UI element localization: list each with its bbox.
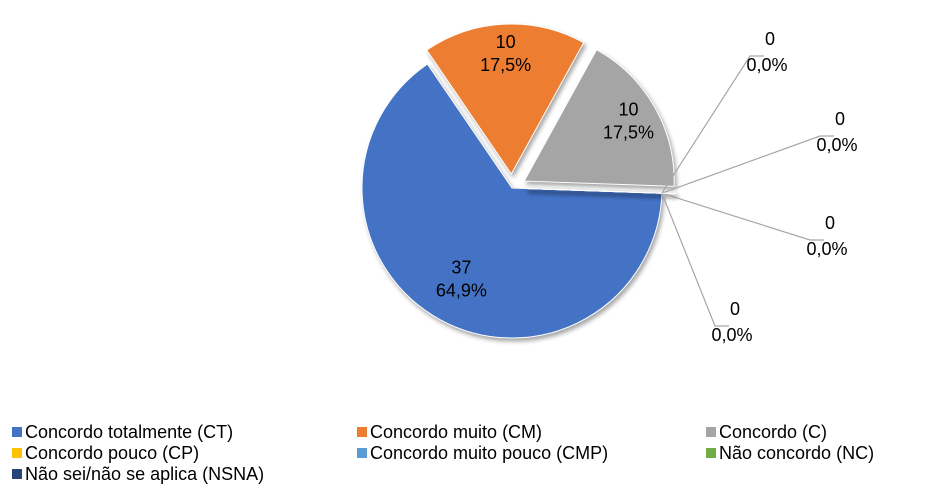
legend-marker [12, 448, 22, 458]
legend-marker [357, 448, 367, 458]
value-label: 0 [835, 109, 845, 129]
pie-slice [361, 63, 663, 339]
legend-marker [357, 427, 367, 437]
legend-label: Concordo totalmente (CT) [25, 422, 233, 442]
value-label: 0 [765, 29, 775, 49]
percent-label: 64,9% [436, 281, 487, 301]
legend-marker [12, 469, 22, 479]
pie-slice [523, 49, 675, 187]
legend-label: Concordo muito pouco (CMP) [370, 443, 608, 463]
percent-label: 0,0% [816, 135, 857, 155]
legend-label: Concordo muito (CM) [370, 422, 542, 442]
value-label: 10 [619, 100, 639, 120]
legend-marker [706, 448, 716, 458]
leader-line [661, 192, 824, 241]
legend-label: Concordo (C) [719, 422, 827, 442]
value-label: 0 [730, 299, 740, 319]
leader-line [661, 55, 764, 194]
legend-label: Não sei/não se aplica (NSNA) [25, 464, 264, 484]
pie-slice [525, 187, 676, 195]
value-label: 0 [825, 213, 835, 233]
legend-marker [706, 427, 716, 437]
percent-label: 17,5% [603, 123, 654, 143]
leader-line [661, 135, 834, 194]
legend-marker [12, 427, 22, 437]
value-label: 10 [496, 32, 516, 52]
pie-slice [426, 23, 585, 175]
value-label: 37 [451, 258, 471, 278]
percent-label: 0,0% [746, 55, 787, 75]
percent-label: 0,0% [711, 325, 752, 345]
legend-label: Não concordo (NC) [719, 443, 874, 463]
percent-label: 17,5% [480, 55, 531, 75]
leader-line [661, 193, 729, 327]
legend-label: Concordo pouco (CP) [25, 443, 199, 463]
percent-label: 0,0% [806, 239, 847, 259]
